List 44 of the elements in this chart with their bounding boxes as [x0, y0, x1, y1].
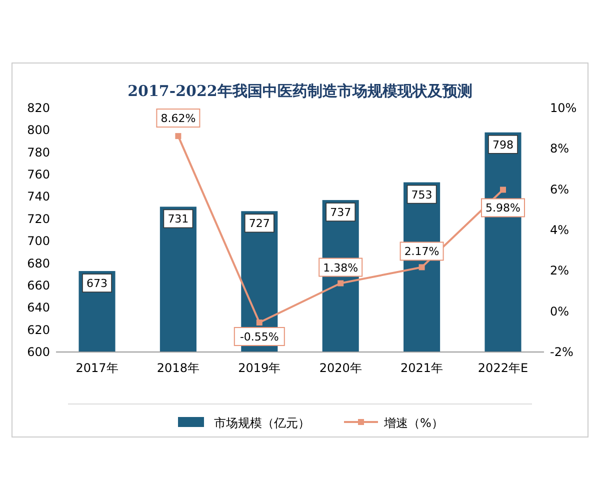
y2-tick-label: 8%: [550, 142, 570, 156]
y-tick-label: 700: [27, 234, 50, 248]
data-label: 5.98%: [486, 202, 520, 215]
y-tick-label: 660: [27, 278, 50, 292]
data-label: 731: [168, 212, 189, 226]
point: [175, 133, 182, 140]
y2-tick-label: 10%: [550, 101, 577, 115]
point: [418, 264, 425, 270]
data-label: 673: [86, 277, 108, 290]
y-tick-label: 800: [27, 123, 50, 138]
legend-label: 增速（%）: [383, 416, 444, 430]
y-tick-label: 680: [27, 256, 50, 270]
data-label: 798: [492, 138, 514, 152]
data-label: 1.38%: [323, 261, 358, 274]
point: [500, 186, 506, 193]
y-tick-label: 600: [27, 345, 50, 359]
x-tick-label: 2018年: [156, 361, 200, 375]
data-label: -0.55%: [240, 330, 279, 344]
x-tick-label: 2021年: [400, 361, 444, 375]
y-tick-label: 640: [27, 300, 50, 315]
chart-title: 2017-2022年我国中医药制造市场规模现状及预测: [128, 82, 472, 100]
x-tick-label: 2020年: [319, 361, 362, 375]
data-label: 737: [330, 206, 352, 220]
y-tick-label: 760: [27, 168, 50, 182]
y2-tick-label: 2%: [550, 264, 570, 278]
y2-tick-label: 6%: [550, 182, 570, 196]
x-tick-label: 2017年: [76, 361, 118, 375]
y-tick-label: 780: [27, 145, 50, 160]
y2-tick-label: -2%: [550, 345, 574, 359]
x-tick-label: 2019年: [238, 361, 281, 375]
data-label: 8.62%: [160, 112, 196, 126]
y2-tick-label: 4%: [550, 223, 570, 237]
y-tick-label: 820: [27, 101, 50, 115]
data-label: 727: [248, 217, 270, 230]
legend-label: 市场规模（亿元）: [214, 416, 310, 430]
data-label: 753: [411, 188, 432, 202]
y-tick-label: 740: [27, 190, 50, 204]
y2-tick-label: 0%: [550, 304, 570, 318]
point: [338, 280, 344, 286]
data-label: 2.17%: [404, 245, 440, 258]
y-tick-label: 620: [27, 322, 50, 337]
x-tick-label: 2022年E: [478, 361, 528, 375]
point: [256, 320, 262, 326]
y-tick-label: 720: [27, 212, 50, 226]
